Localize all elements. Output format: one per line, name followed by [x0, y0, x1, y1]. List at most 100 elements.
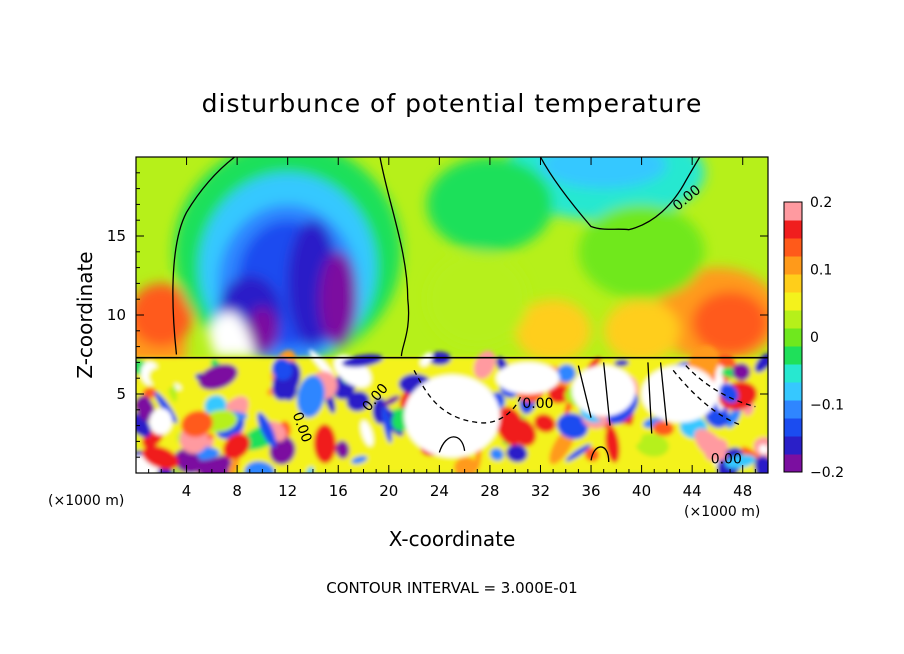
field-blob: [426, 251, 528, 347]
y-tick-label: 15: [107, 227, 126, 245]
x-tick-label: 20: [379, 482, 398, 500]
x-tick-label: 40: [632, 482, 651, 500]
field-eddy: [244, 461, 275, 473]
field-eddy: [719, 383, 739, 404]
field-eddy: [758, 444, 768, 455]
field-eddy: [511, 418, 537, 447]
field-eddy: [154, 391, 178, 424]
field-eddy: [506, 444, 528, 463]
colorbar-tick-label: 0: [810, 330, 819, 346]
colorbar-swatch: [784, 436, 802, 455]
field-blob: [136, 283, 193, 347]
field-eddy: [556, 413, 589, 440]
field-eddy: [148, 367, 176, 390]
field-eddy: [149, 408, 173, 435]
y-axis-label: Z-coordinate: [73, 251, 97, 378]
field-blob: [426, 157, 554, 252]
field-blob: [540, 157, 667, 189]
colorbar-swatch: [784, 220, 802, 239]
field-eddy: [257, 412, 277, 448]
colorbar-swatch: [784, 292, 802, 311]
field-eddy: [547, 385, 571, 404]
x-tick-label: 16: [329, 482, 348, 500]
field-eddy: [284, 382, 298, 401]
field-eddy: [351, 455, 368, 464]
x-tick-label: 4: [182, 482, 192, 500]
contour-zero: [172, 157, 235, 355]
field-white-region: [641, 365, 718, 423]
field-eddy: [198, 363, 238, 390]
x-unit-left: (×1000 m): [48, 493, 124, 509]
colorbar-swatch: [784, 400, 802, 419]
field-eddy: [635, 433, 669, 457]
x-axis-label: X-coordinate: [389, 527, 516, 551]
plot-field: [136, 157, 768, 473]
field-eddy: [420, 352, 433, 367]
field-white-region: [572, 365, 636, 417]
field-eddy: [174, 449, 202, 473]
chart-title: disturbunce of potential temperature: [202, 89, 703, 118]
field-eddy: [694, 428, 727, 461]
field-eddy: [614, 359, 629, 367]
field-blob: [692, 291, 768, 355]
field-eddy: [605, 425, 620, 463]
field-eddy: [754, 455, 768, 473]
field-eddy: [565, 443, 592, 462]
field-blob: [515, 299, 592, 363]
colorbar-swatch: [784, 328, 802, 347]
colorbar-swatch: [784, 238, 802, 257]
field-eddy: [534, 414, 556, 433]
colorbar-frame: [783, 201, 803, 473]
x-tick-label: 24: [430, 482, 449, 500]
field-eddy: [296, 375, 325, 418]
x-tick-label: 8: [232, 482, 242, 500]
colorbar-swatch: [784, 346, 802, 365]
colorbar: [783, 201, 803, 473]
colorbar-swatch: [784, 310, 802, 329]
field-eddy: [142, 445, 179, 470]
colorbar-tick-label: −0.1: [810, 398, 844, 414]
field-blob: [247, 307, 278, 355]
field-eddy: [726, 406, 742, 429]
colorbar-tick-label: −0.2: [810, 465, 844, 481]
field-blob: [603, 299, 680, 363]
colorbar-swatch: [784, 256, 802, 275]
field-eddy: [346, 391, 370, 412]
colorbar-swatch: [784, 274, 802, 293]
contour-negative: [672, 365, 756, 427]
contour-zero: [539, 157, 701, 231]
field-eddy: [136, 395, 155, 422]
field-eddy: [181, 410, 213, 437]
colorbar-swatch: [784, 454, 802, 473]
x-tick-label: 12: [278, 482, 297, 500]
colorbar-swatch: [784, 364, 802, 383]
field-eddy: [652, 420, 675, 436]
x-tick-label: 44: [683, 482, 702, 500]
field-eddy: [142, 387, 157, 399]
field-eddy: [313, 424, 337, 464]
field-white-region: [496, 362, 560, 395]
field-eddy: [196, 453, 235, 473]
field-eddy: [732, 363, 751, 381]
field-blob-white: [208, 311, 255, 356]
field-eddy: [272, 358, 293, 381]
field-blob: [578, 204, 705, 300]
field-eddy: [228, 456, 240, 473]
field-white-region: [403, 375, 501, 458]
colorbar-swatch: [784, 382, 802, 401]
contour-interval-note: CONTOUR INTERVAL = 3.000E-01: [326, 579, 577, 597]
colorbar-swatch: [784, 418, 802, 437]
contour-label: 0.00: [522, 396, 553, 412]
field-eddy: [383, 395, 400, 406]
x-tick-label: 36: [581, 482, 600, 500]
field-eddy: [335, 440, 350, 459]
upper-field: [136, 157, 768, 387]
contour-vertical: [577, 362, 668, 434]
field-blob: [319, 251, 358, 347]
field-eddy: [381, 406, 392, 444]
colorbar-swatch: [784, 202, 802, 221]
field-eddy: [360, 420, 374, 447]
contour-zero: [379, 157, 410, 357]
field-eddy: [725, 454, 756, 469]
